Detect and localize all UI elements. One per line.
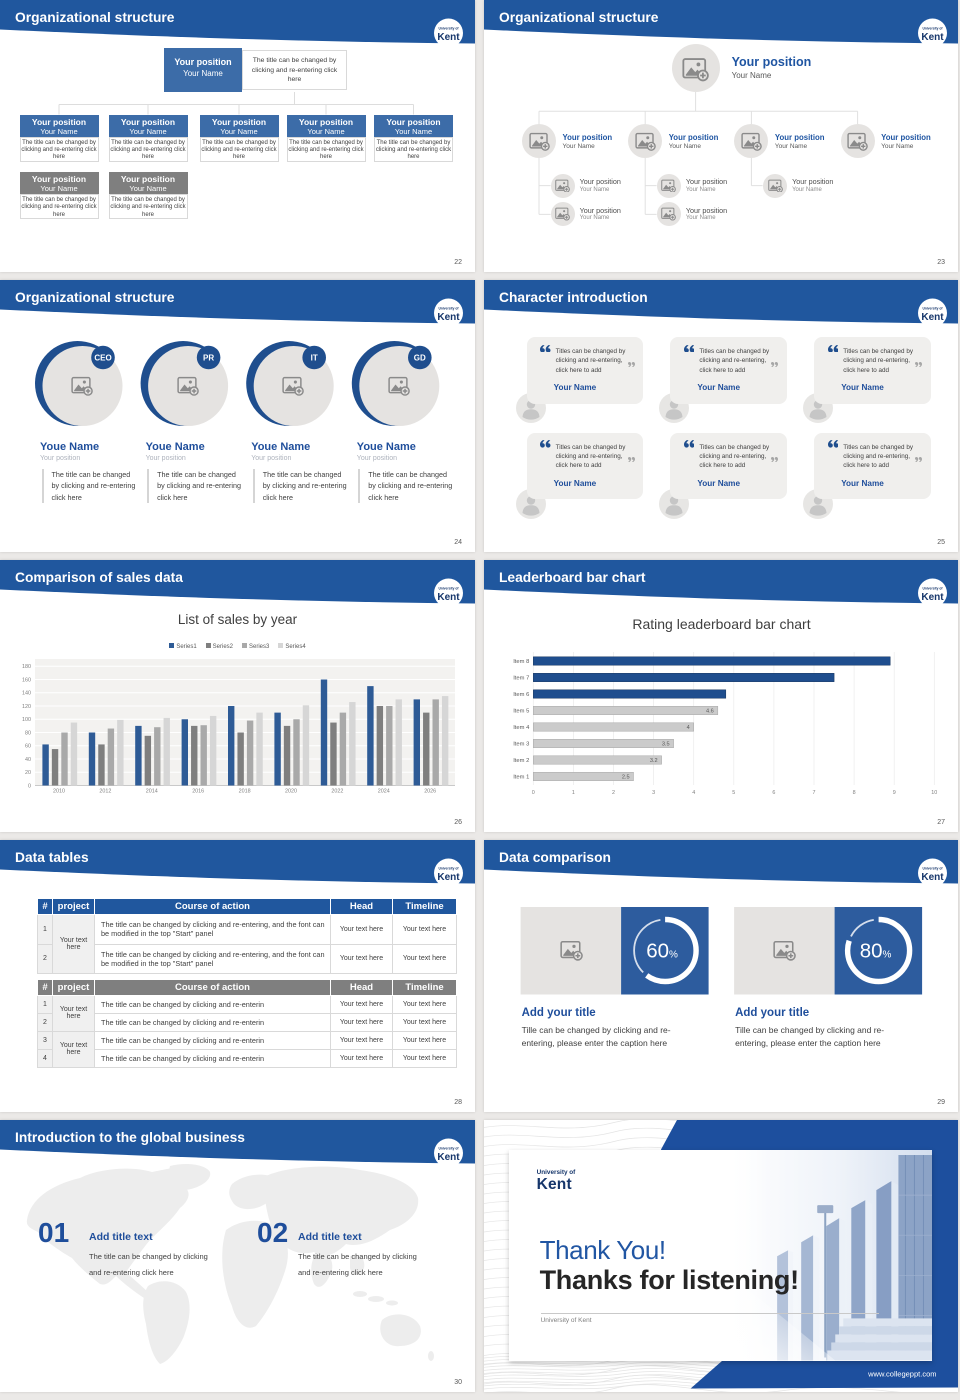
svg-text:CEO: CEO bbox=[94, 354, 111, 363]
svg-text:Kent: Kent bbox=[921, 872, 944, 883]
svg-text:2024: 2024 bbox=[378, 789, 390, 795]
svg-text:Kent: Kent bbox=[437, 32, 460, 43]
svg-text:Kent: Kent bbox=[921, 312, 944, 323]
svg-text:8: 8 bbox=[853, 790, 856, 796]
svg-text:Item 6: Item 6 bbox=[513, 692, 529, 698]
svg-text:7: 7 bbox=[813, 790, 816, 796]
svg-text:2022: 2022 bbox=[331, 789, 343, 795]
svg-text:40: 40 bbox=[25, 757, 31, 763]
svg-text:GD: GD bbox=[414, 354, 426, 363]
svg-text:120: 120 bbox=[22, 704, 31, 710]
svg-text:4.6: 4.6 bbox=[706, 709, 714, 715]
svg-text:2014: 2014 bbox=[146, 789, 158, 795]
svg-text:2018: 2018 bbox=[239, 789, 251, 795]
svg-text:University of: University of bbox=[923, 27, 944, 31]
svg-text:3.5: 3.5 bbox=[662, 742, 670, 748]
svg-text:2020: 2020 bbox=[285, 789, 297, 795]
svg-text:IT: IT bbox=[311, 354, 318, 363]
svg-text:20: 20 bbox=[25, 770, 31, 776]
svg-text:Item 3: Item 3 bbox=[513, 742, 529, 748]
svg-text:University of: University of bbox=[923, 307, 944, 311]
svg-text:PR: PR bbox=[203, 354, 214, 363]
svg-text:2: 2 bbox=[612, 790, 615, 796]
svg-text:3: 3 bbox=[652, 790, 655, 796]
svg-text:5: 5 bbox=[732, 790, 735, 796]
svg-text:University of: University of bbox=[439, 1147, 460, 1151]
svg-text:2010: 2010 bbox=[53, 789, 65, 795]
svg-text:www.collegeppt.com: www.collegeppt.com bbox=[867, 1370, 936, 1379]
svg-text:University of: University of bbox=[439, 587, 460, 591]
svg-text:60: 60 bbox=[25, 744, 31, 750]
svg-text:0: 0 bbox=[532, 790, 535, 796]
svg-text:Item 5: Item 5 bbox=[513, 709, 529, 715]
svg-text:University of: University of bbox=[439, 27, 460, 31]
svg-text:Kent: Kent bbox=[437, 872, 460, 883]
svg-text:Item 8: Item 8 bbox=[513, 659, 529, 665]
svg-text:2.5: 2.5 bbox=[622, 775, 630, 781]
svg-text:3.2: 3.2 bbox=[650, 758, 658, 764]
svg-text:Item 1: Item 1 bbox=[513, 775, 529, 781]
svg-text:9: 9 bbox=[893, 790, 896, 796]
svg-text:180: 180 bbox=[22, 664, 31, 670]
svg-text:160: 160 bbox=[22, 677, 31, 683]
svg-text:80: 80 bbox=[25, 730, 31, 736]
svg-text:Kent: Kent bbox=[437, 1152, 460, 1163]
svg-text:University of: University of bbox=[439, 307, 460, 311]
svg-text:Kent: Kent bbox=[437, 592, 460, 603]
svg-text:Item 2: Item 2 bbox=[513, 758, 529, 764]
svg-text:2026: 2026 bbox=[424, 789, 436, 795]
svg-text:4: 4 bbox=[687, 725, 690, 731]
svg-text:Kent: Kent bbox=[921, 592, 944, 603]
svg-text:1: 1 bbox=[572, 790, 575, 796]
svg-text:6: 6 bbox=[772, 790, 775, 796]
svg-text:Item 7: Item 7 bbox=[513, 676, 529, 682]
svg-text:2016: 2016 bbox=[192, 789, 204, 795]
svg-text:100: 100 bbox=[22, 717, 31, 723]
svg-text:140: 140 bbox=[22, 691, 31, 697]
svg-text:2012: 2012 bbox=[99, 789, 111, 795]
svg-text:University of: University of bbox=[923, 587, 944, 591]
svg-text:Kent: Kent bbox=[921, 32, 944, 43]
svg-text:4: 4 bbox=[692, 790, 695, 796]
svg-text:0: 0 bbox=[28, 783, 31, 789]
svg-text:Kent: Kent bbox=[437, 312, 460, 323]
svg-text:10: 10 bbox=[931, 790, 937, 796]
svg-text:University of: University of bbox=[923, 867, 944, 871]
svg-text:University of: University of bbox=[439, 867, 460, 871]
svg-text:Item 4: Item 4 bbox=[513, 725, 530, 731]
